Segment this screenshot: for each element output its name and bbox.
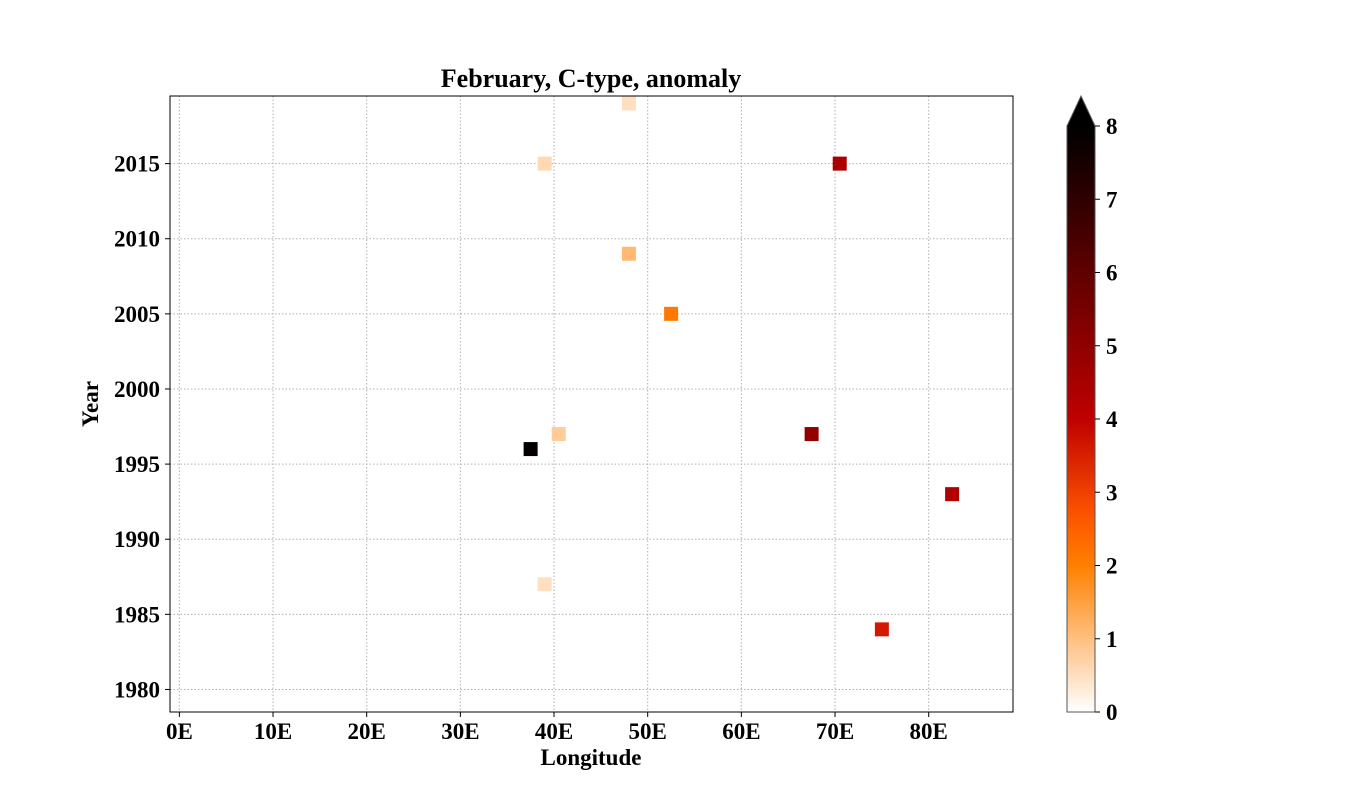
grid-lines	[170, 96, 1013, 712]
data-point	[945, 487, 960, 502]
colorbar-tick-label: 5	[1106, 334, 1118, 359]
colorbar-outline	[1066, 94, 1096, 713]
colorbar-tick-label: 4	[1106, 407, 1118, 432]
x-tick-label: 70E	[816, 719, 854, 744]
colorbar-extend-arrow	[1067, 96, 1095, 126]
x-axis-ticks: 0E 10E 20E 30E 40E 50E 60E 70E 80E	[166, 712, 948, 744]
data-point	[537, 156, 552, 171]
data-point	[874, 622, 889, 637]
data-point	[621, 246, 636, 261]
data-point	[621, 96, 636, 111]
y-tick-label: 1990	[114, 527, 160, 552]
x-tick-label: 0E	[166, 719, 193, 744]
data-point	[664, 306, 679, 321]
y-axis-label: Year	[78, 381, 103, 427]
x-tick-label: 10E	[254, 719, 292, 744]
colorbar-tick-label: 7	[1106, 187, 1118, 212]
data-point	[537, 577, 552, 592]
colorbar-tick-label: 8	[1106, 114, 1118, 139]
y-tick-label: 1985	[114, 602, 160, 627]
colorbar-tick-label: 0	[1106, 700, 1118, 725]
colorbar-tick-label: 6	[1106, 261, 1118, 286]
x-tick-label: 60E	[722, 719, 760, 744]
y-tick-label: 2005	[114, 302, 160, 327]
colorbar: 0 1 2 3 4 5 6 7 8	[1066, 94, 1118, 725]
colorbar-tick-label: 3	[1106, 480, 1118, 505]
x-tick-label: 50E	[629, 719, 667, 744]
data-point	[804, 427, 819, 442]
x-tick-label: 40E	[535, 719, 573, 744]
y-tick-label: 2015	[114, 152, 160, 177]
colorbar-gradient-bar	[1067, 126, 1095, 712]
y-tick-label: 2010	[114, 227, 160, 252]
x-tick-label: 20E	[348, 719, 386, 744]
colorbar-ticks: 0 1 2 3 4 5 6 7 8	[1095, 114, 1118, 725]
chart-title: February, C-type, anomaly	[441, 64, 741, 93]
data-point	[551, 427, 566, 442]
y-axis-ticks: 1980 1985 1990 1995 2000 2005 2010 2015	[114, 152, 170, 702]
plot-area-frame	[169, 95, 1014, 713]
y-tick-label: 1995	[114, 452, 160, 477]
x-tick-label: 30E	[441, 719, 479, 744]
x-tick-label: 80E	[910, 719, 948, 744]
colorbar-tick-label: 1	[1106, 627, 1118, 652]
y-tick-label: 2000	[114, 377, 160, 402]
data-point	[523, 442, 538, 457]
x-axis-label: Longitude	[541, 745, 642, 770]
data-points	[523, 96, 960, 637]
y-tick-label: 1980	[114, 677, 160, 702]
colorbar-tick-label: 2	[1106, 554, 1118, 579]
data-point	[832, 156, 847, 171]
